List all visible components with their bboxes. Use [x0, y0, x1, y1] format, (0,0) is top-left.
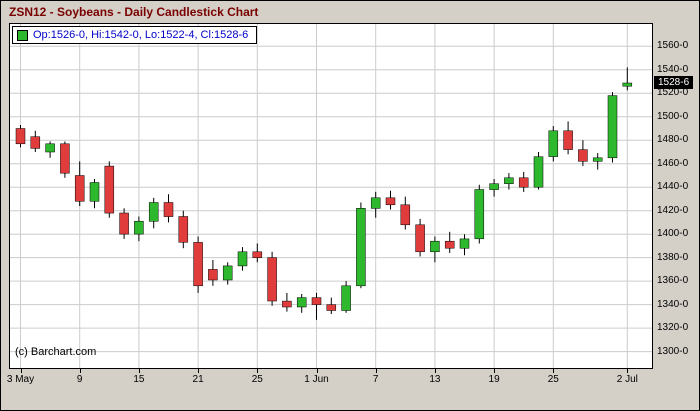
candle-body: [30, 136, 41, 149]
candle-body: [148, 202, 159, 222]
candle-body: [222, 265, 233, 281]
candle-body: [504, 177, 514, 184]
x-axis-label: 3 May: [6, 374, 35, 385]
plot-area[interactable]: Op:1526-0, Hi:1542-0, Lo:1522-4, Cl:1528…: [9, 23, 653, 369]
candle-body: [622, 82, 633, 87]
candlestick-chart: [10, 24, 652, 368]
y-axis-label: 1360-0: [657, 275, 689, 287]
x-axis-tick: [198, 369, 200, 373]
candle-body: [252, 251, 263, 258]
last-price-tag: 1528-6: [654, 75, 694, 89]
candle-body: [356, 208, 366, 287]
candle-body: [296, 297, 307, 308]
candle-body: [563, 130, 573, 150]
candle-body: [237, 251, 248, 267]
candle-body: [385, 197, 396, 206]
x-axis-tick: [627, 369, 629, 373]
candle-body: [326, 304, 337, 311]
candle-body: [193, 242, 203, 287]
y-axis-label: 1300-0: [657, 345, 689, 357]
y-axis-label: 1460-0: [657, 157, 689, 169]
x-axis-tick: [316, 369, 318, 373]
candle-body: [518, 177, 529, 188]
candle-body: [459, 238, 470, 249]
candle-body: [341, 285, 351, 311]
y-axis-label: 1380-0: [657, 251, 689, 263]
x-axis-tick: [79, 369, 81, 373]
legend-swatch-icon: [17, 29, 28, 41]
candle-body: [178, 216, 189, 243]
candle-body: [311, 297, 322, 305]
candle-body: [430, 240, 440, 253]
x-axis-tick: [494, 369, 496, 373]
candle-body: [60, 143, 70, 174]
y-axis-label: 1320-0: [657, 322, 689, 334]
x-axis-label: 15: [133, 374, 145, 385]
y-axis-label: 1500-0: [657, 110, 689, 122]
x-axis-tick: [138, 369, 140, 373]
candle-body: [444, 240, 455, 249]
candle-body: [119, 212, 129, 235]
candle-body: [15, 128, 26, 145]
candle-body: [267, 257, 277, 302]
candle-body: [208, 269, 218, 281]
candle-body: [400, 204, 411, 226]
y-axis-label: 1560-0: [657, 40, 689, 52]
y-axis-label: 1340-0: [657, 298, 689, 310]
candle-body: [489, 183, 499, 190]
candle-body: [548, 130, 559, 157]
candle-body: [578, 149, 588, 162]
x-axis-label: 25: [547, 374, 559, 385]
x-axis-tick: [20, 369, 22, 373]
x-axis-label: 1 Jun: [304, 374, 329, 385]
ohlc-legend-text: Op:1526-0, Hi:1542-0, Lo:1522-4, Cl:1528…: [33, 29, 249, 41]
y-axis-label: 1420-0: [657, 204, 689, 216]
x-axis-label: 19: [488, 374, 500, 385]
y-axis-label: 1540-0: [657, 63, 689, 75]
candle-body: [607, 95, 618, 159]
candle-body: [370, 197, 381, 209]
candle-body: [282, 300, 292, 308]
candle-body: [45, 143, 55, 153]
x-axis-label: 21: [192, 374, 204, 385]
candle-body: [592, 157, 603, 162]
candle-body: [533, 156, 544, 188]
y-axis-label: 1440-0: [657, 181, 689, 193]
x-axis-label: 9: [76, 374, 83, 385]
candle-body: [474, 189, 485, 240]
candle-body: [89, 182, 100, 202]
y-axis-label: 1400-0: [657, 228, 689, 240]
chart-title: ZSN12 - Soybeans - Daily Candlestick Cha…: [9, 5, 259, 19]
copyright-label: (c) Barchart.com: [15, 346, 97, 358]
x-axis-label: 25: [251, 374, 263, 385]
ohlc-legend: Op:1526-0, Hi:1542-0, Lo:1522-4, Cl:1528…: [12, 26, 258, 44]
candle-body: [134, 220, 144, 235]
x-axis-label: 7: [372, 374, 379, 385]
x-axis-tick: [257, 369, 259, 373]
candle-body: [104, 165, 115, 214]
candle-body: [415, 224, 425, 253]
y-axis-label: 1480-0: [657, 134, 689, 146]
x-axis-tick: [434, 369, 436, 373]
x-axis-tick: [553, 369, 555, 373]
x-axis-tick: [375, 369, 377, 373]
candle-body: [163, 202, 174, 217]
candle-body: [74, 175, 85, 202]
y-axis-label: 1520-0: [657, 87, 689, 99]
x-axis-label: 2 Jul: [616, 374, 638, 385]
x-axis-label: 13: [429, 374, 441, 385]
